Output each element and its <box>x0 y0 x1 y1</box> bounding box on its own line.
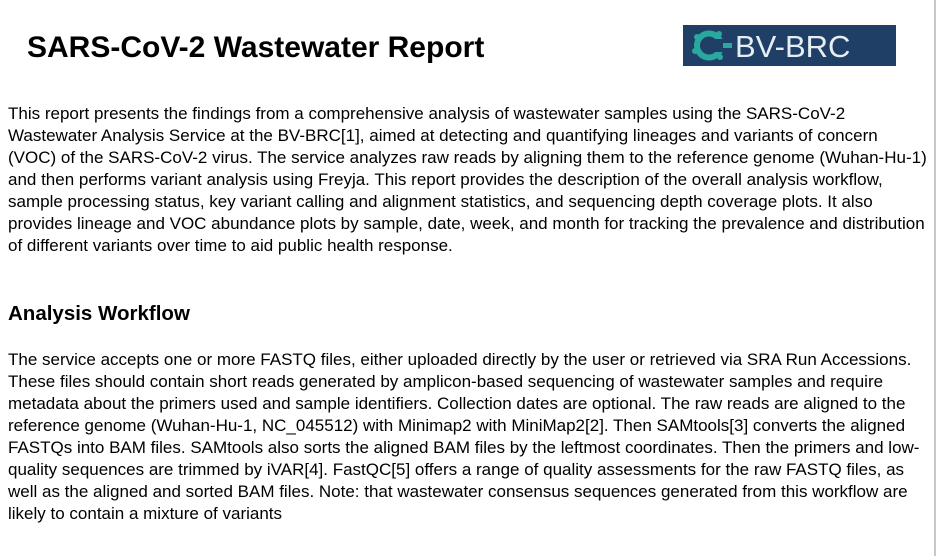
page-title: SARS-CoV-2 Wastewater Report <box>27 31 485 64</box>
scrollbar-edge[interactable] <box>934 0 936 556</box>
bv-brc-logo-icon: BV-BRC <box>683 25 896 66</box>
bv-brc-logo: BV-BRC <box>683 25 896 66</box>
workflow-paragraph: The service accepts one or more FASTQ fi… <box>8 350 920 523</box>
logo-text: BV-BRC <box>735 29 850 64</box>
analysis-workflow-heading: Analysis Workflow <box>8 302 190 325</box>
intro-paragraph: This report presents the findings from a… <box>8 104 927 255</box>
